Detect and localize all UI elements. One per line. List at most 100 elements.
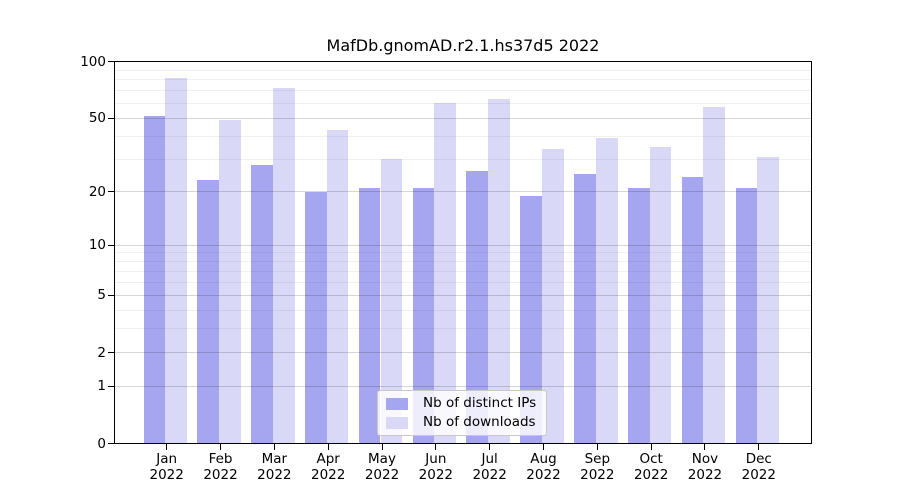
y-tick-mark-1 [108,385,114,387]
major-gridline-20 [114,191,811,192]
x-tick-month: Dec [745,451,772,467]
y-tick-label-0: 0 [97,435,106,452]
x-tick-year: 2022 [741,467,776,483]
x-tick-label-sep: Sep 2022 [561,451,633,483]
x-tick-month: Feb [208,451,233,467]
x-tick-month: Jun [425,451,447,467]
chart-title: MafDb.gnomAD.r2.1.hs37d5 2022 [326,36,600,55]
minor-gridline-70 [114,90,811,92]
major-gridline-2 [114,352,811,354]
x-tick-year: 2022 [418,467,453,483]
x-tick-label-apr: Apr 2022 [292,451,364,483]
y-tick-mark-50 [108,117,114,119]
x-tick-label-jul: Jul 2022 [454,451,526,483]
x-tick-mark-mar [273,444,275,450]
x-tick-month: Aug [530,451,557,467]
major-gridline-1 [114,385,811,387]
x-tick-label-dec: Dec 2022 [723,451,795,483]
x-tick-label-feb: Feb 2022 [185,451,257,483]
bar-distinct-ips-feb [197,180,219,443]
legend-label-downloads: Nb of downloads [423,414,536,430]
bar-distinct-ips-aug [520,195,542,443]
bar-downloads-dec [757,156,779,443]
minor-gridline-30 [114,158,811,160]
bar-downloads-jan [165,77,187,443]
x-tick-year: 2022 [203,467,238,483]
bar-downloads-sep [595,138,618,443]
x-tick-month: Sep [584,451,611,467]
x-tick-month: Oct [639,451,663,467]
y-tick-label-1: 1 [97,378,106,395]
legend-item-downloads: Nb of downloads [386,415,538,430]
x-tick-month: Nov [691,451,719,467]
bar-distinct-ips-sep [574,173,596,443]
x-tick-label-jan: Jan 2022 [131,451,203,483]
bar-distinct-ips-jan [143,116,166,443]
x-tick-mark-sep [596,444,598,450]
bar-distinct-ips-apr [304,191,327,443]
major-gridline-5 [114,294,811,296]
major-gridline-50 [114,117,811,119]
x-tick-year: 2022 [526,467,561,483]
x-tick-mark-jan [166,444,168,450]
x-tick-month: Jul [481,451,498,467]
x-tick-label-mar: Mar 2022 [238,451,310,483]
bar-downloads-feb [219,119,241,443]
x-tick-year: 2022 [687,467,723,483]
y-tick-mark-0 [108,443,114,444]
x-tick-mark-dec [758,444,760,450]
x-tick-mark-oct [650,444,652,450]
y-tick-mark-10 [108,244,114,246]
bar-downloads-nov [703,107,726,443]
bar-downloads-may [380,159,403,443]
bar-downloads-apr [326,130,349,443]
x-tick-label-jun: Jun 2022 [400,451,472,483]
x-tick-year: 2022 [580,467,615,483]
x-tick-label-aug: Aug 2022 [507,451,579,483]
minor-gridline-8 [114,261,811,263]
x-tick-year: 2022 [472,467,507,483]
y-tick-label-10: 10 [88,237,106,254]
bar-distinct-ips-jun [412,187,435,443]
x-tick-month: Apr [316,451,340,467]
x-tick-mark-aug [542,444,544,450]
x-tick-year: 2022 [633,467,669,483]
x-tick-month: May [368,451,396,467]
y-tick-label-5: 5 [97,287,106,304]
legend-swatch-downloads [386,416,408,429]
x-tick-mark-apr [327,444,329,450]
legend-item-distinct-ips: Nb of distinct IPs [386,396,538,411]
x-tick-mark-may [381,444,383,450]
bar-distinct-ips-may [358,187,381,443]
minor-gridline-90 [114,69,811,71]
minor-gridline-80 [114,79,811,81]
bar-downloads-oct [649,146,672,443]
y-tick-label-100: 100 [80,53,106,70]
x-tick-mark-feb [220,444,222,450]
minor-gridline-40 [114,135,811,137]
y-tick-label-50: 50 [88,110,106,127]
x-tick-mark-nov [704,444,706,450]
legend-swatch-distinct-ips [386,397,408,410]
bar-downloads-jul [488,99,510,443]
bar-distinct-ips-dec [735,187,758,443]
x-tick-month: Jan [156,451,178,467]
y-tick-mark-20 [108,191,114,192]
x-tick-year: 2022 [310,467,346,483]
minor-gridline-6 [114,281,811,283]
y-tick-label-2: 2 [97,344,106,361]
bar-downloads-jun [434,103,457,443]
legend-label-distinct-ips: Nb of distinct IPs [423,395,537,411]
x-tick-month: Mar [261,451,288,467]
minor-gridline-3 [114,328,811,330]
minor-gridline-4 [114,309,811,311]
bar-distinct-ips-jul [466,170,489,443]
x-tick-mark-jul [489,444,491,450]
major-gridline-10 [114,244,811,246]
x-tick-label-oct: Oct 2022 [615,451,687,483]
legend: Nb of distinct IPs Nb of downloads [377,390,547,436]
bar-downloads-mar [272,88,295,443]
y-tick-mark-100 [108,61,114,62]
minor-gridline-7 [114,270,811,272]
